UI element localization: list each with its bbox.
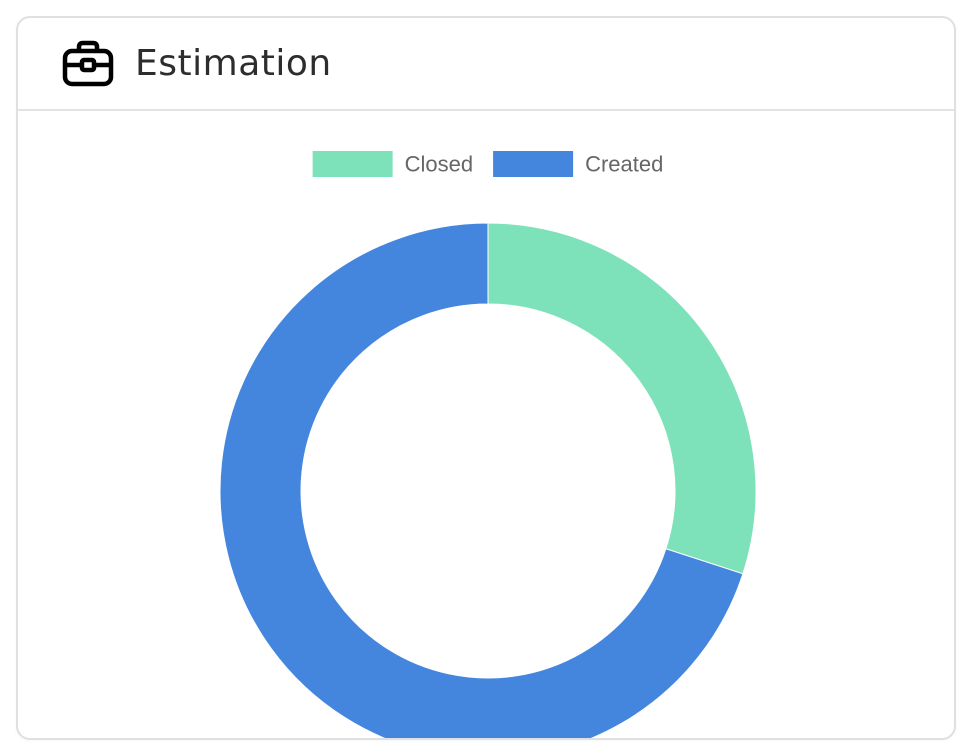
legend-swatch-closed <box>312 151 393 177</box>
legend-label-closed: Closed <box>405 152 473 177</box>
chart-area: Closed Created <box>18 111 954 740</box>
chart-legend: Closed Created <box>312 151 663 177</box>
legend-label-created: Created <box>585 152 663 177</box>
chart-slices <box>219 222 757 740</box>
slice-created[interactable] <box>219 222 744 740</box>
legend-item-closed[interactable]: Closed <box>312 151 473 177</box>
slice-closed[interactable] <box>487 222 757 575</box>
card-title: Estimation <box>135 43 332 84</box>
legend-swatch-created <box>493 151 574 177</box>
legend-item-created[interactable]: Created <box>493 151 663 177</box>
briefcase-icon <box>62 40 114 87</box>
doughnut-chart: Closed Created <box>219 151 757 740</box>
estimation-card: Estimation Closed Created <box>16 16 956 740</box>
card-header: Estimation <box>18 18 954 111</box>
